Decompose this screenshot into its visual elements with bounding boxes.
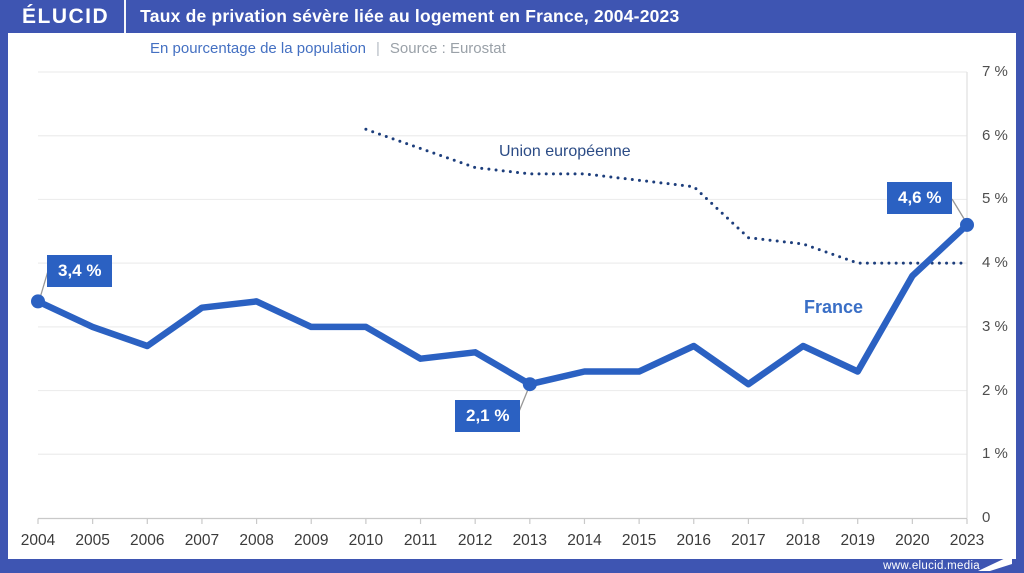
france-series-line bbox=[34, 221, 971, 388]
subtitle-row: En pourcentage de la population | Source… bbox=[150, 37, 506, 59]
data-point-marker bbox=[522, 377, 537, 392]
source-text: Source : Eurostat bbox=[389, 39, 506, 57]
subtitle-text: En pourcentage de la population bbox=[150, 39, 367, 57]
elucid-logo: ÉLUCID bbox=[22, 4, 110, 28]
chart-title: Taux de privation sévère liée au logemen… bbox=[140, 6, 680, 26]
subtitle-separator: | bbox=[376, 39, 380, 57]
gridlines bbox=[38, 71, 967, 455]
annotation-2013-value: 2,1 % bbox=[455, 400, 521, 432]
annotation-2004-value: 3,4 % bbox=[47, 255, 113, 287]
frame-right-bar bbox=[1016, 0, 1024, 573]
data-point-markers bbox=[31, 217, 974, 392]
annotation-leader bbox=[39, 270, 49, 299]
series-lines bbox=[34, 127, 971, 388]
annotation-2023-value: 4,6 % bbox=[887, 182, 953, 214]
data-point-marker bbox=[31, 294, 45, 309]
footer-url: www.elucid.media bbox=[883, 560, 980, 572]
elucid-flag-icon bbox=[978, 555, 1012, 571]
header-bar: ÉLUCID Taux de privation sévère liée au … bbox=[0, 0, 1024, 33]
annotation-leader bbox=[951, 198, 967, 223]
x-axis bbox=[37, 517, 968, 524]
data-point-marker bbox=[960, 217, 974, 232]
france-series-label: France bbox=[804, 297, 864, 317]
frame-left-bar bbox=[0, 0, 8, 573]
header-divider bbox=[124, 0, 127, 33]
eu-series-label: Union européenne bbox=[499, 143, 631, 160]
footer-bar: www.elucid.media bbox=[0, 555, 1024, 573]
eu-series-line bbox=[364, 127, 969, 265]
